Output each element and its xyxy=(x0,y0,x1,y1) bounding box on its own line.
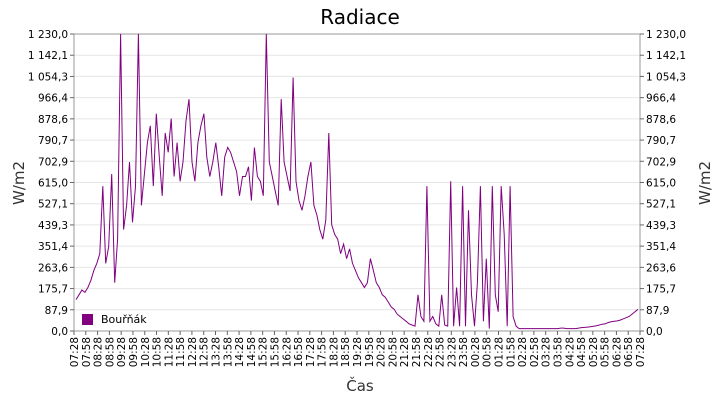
y-tick-label-left: 351,4 xyxy=(38,241,68,253)
y-tick-label-right: 1 230,0 xyxy=(646,29,686,41)
x-tick-label: 02:28 xyxy=(517,337,529,367)
x-tick-label: 14:28 xyxy=(234,337,246,367)
x-tick-label: 22:28 xyxy=(423,337,435,367)
x-tick-label: 15:28 xyxy=(258,337,270,367)
x-tick-label: 17:58 xyxy=(317,337,329,367)
y-tick-label-right: 615,0 xyxy=(646,178,676,190)
y-tick-label-left: 1 230,0 xyxy=(28,29,68,41)
x-tick-label: 01:58 xyxy=(505,337,517,367)
x-tick-label: 16:28 xyxy=(281,337,293,367)
x-tick-label: 20:28 xyxy=(376,337,388,367)
x-tick-label: 01:28 xyxy=(494,337,506,367)
x-tick-label: 09:28 xyxy=(116,337,128,367)
x-tick-label: 08:58 xyxy=(104,337,116,367)
legend-label: Bouřňák xyxy=(101,313,147,326)
x-tick-label: 15:58 xyxy=(269,337,281,367)
y-axis-right: 0,0 87,9 175,7 263,6 351,4 439,3 527,1 615,0 702… xyxy=(640,29,686,338)
y-tick-label-right: 351,4 xyxy=(646,241,676,253)
y-tick-label-right: 87,9 xyxy=(646,305,669,317)
legend: Bouřňák xyxy=(82,313,147,326)
x-tick-label: 12:58 xyxy=(199,337,211,367)
y-axis-title-left: W/m2 xyxy=(10,161,28,205)
y-tick-label-left: 1 142,1 xyxy=(28,50,68,62)
x-tick-label: 23:28 xyxy=(446,337,458,367)
x-tick-label: 13:28 xyxy=(211,337,223,367)
x-tick-label: 02:58 xyxy=(529,337,541,367)
legend-swatch xyxy=(82,314,93,325)
y-tick-label-right: 527,1 xyxy=(646,199,676,211)
x-tick-label: 18:28 xyxy=(328,337,340,367)
y-tick-label-right: 702,9 xyxy=(646,156,676,168)
y-tick-label-right: 439,3 xyxy=(646,220,676,232)
x-tick-label: 03:58 xyxy=(552,337,564,367)
x-tick-label: 22:58 xyxy=(435,337,447,367)
x-tick-label: 05:28 xyxy=(588,337,600,367)
series-line-bournak xyxy=(75,33,639,330)
y-tick-label-left: 87,9 xyxy=(45,305,68,317)
y-tick-label-left: 527,1 xyxy=(38,199,68,211)
y-axis-title-right: W/m2 xyxy=(696,161,714,205)
x-tick-label: 14:58 xyxy=(246,337,258,367)
x-tick-label: 04:58 xyxy=(576,337,588,367)
x-tick-label: 21:28 xyxy=(399,337,411,367)
y-tick-label-right: 878,6 xyxy=(646,114,676,126)
x-tick-label: 00:28 xyxy=(470,337,482,367)
x-tick-label: 00:58 xyxy=(482,337,494,367)
y-tick-label-left: 878,6 xyxy=(38,114,68,126)
x-tick-label: 16:58 xyxy=(293,337,305,367)
y-tick-label-left: 966,4 xyxy=(38,93,68,105)
y-tick-label-left: 175,7 xyxy=(38,284,68,296)
x-tick-label: 10:58 xyxy=(152,337,164,367)
x-tick-label: 11:28 xyxy=(163,337,175,367)
x-tick-label: 17:28 xyxy=(305,337,317,367)
y-tick-label-left: 1 054,3 xyxy=(28,71,68,83)
y-tick-label-right: 263,6 xyxy=(646,262,676,274)
x-tick-label: 07:28 xyxy=(69,337,81,367)
x-tick-label: 07:58 xyxy=(81,337,93,367)
y-tick-label-right: 790,7 xyxy=(646,135,676,147)
x-tick-label: 08:28 xyxy=(93,337,105,367)
x-tick-label: 11:58 xyxy=(175,337,187,367)
x-tick-label: 10:28 xyxy=(140,337,152,367)
grid-lines xyxy=(74,54,640,311)
x-tick-label: 03:28 xyxy=(541,337,553,367)
x-axis: 07:28 07:58 08:28 08:58 09:28 09:58 10:28 10:58… xyxy=(69,331,647,367)
y-tick-label-right: 966,4 xyxy=(646,93,676,105)
x-tick-label: 06:58 xyxy=(623,337,635,367)
chart-title: Radiace xyxy=(320,5,400,29)
x-axis-title: Čas xyxy=(346,376,374,395)
y-tick-label-left: 615,0 xyxy=(38,178,68,190)
y-tick-label-right: 175,7 xyxy=(646,284,676,296)
y-axis-left: 0,0 87,9 175,7 263,6 351,4 439,3 527,1 615,0 702… xyxy=(28,29,74,338)
x-tick-label: 06:28 xyxy=(611,337,623,367)
x-tick-label: 07:28 xyxy=(635,337,647,367)
x-tick-label: 21:58 xyxy=(411,337,423,367)
y-tick-label-left: 263,6 xyxy=(38,262,68,274)
x-tick-label: 13:58 xyxy=(222,337,234,367)
y-tick-label-left: 439,3 xyxy=(38,220,68,232)
y-tick-label-left: 790,7 xyxy=(38,135,68,147)
y-tick-label-right: 1 142,1 xyxy=(646,50,686,62)
x-tick-label: 19:58 xyxy=(364,337,376,367)
x-tick-label: 12:28 xyxy=(187,337,199,367)
x-tick-label: 23:58 xyxy=(458,337,470,367)
x-tick-label: 19:28 xyxy=(352,337,364,367)
y-tick-label-left: 0,0 xyxy=(51,326,68,338)
x-tick-label: 20:58 xyxy=(387,337,399,367)
x-tick-label: 09:58 xyxy=(128,337,140,367)
y-tick-label-right: 0,0 xyxy=(646,326,663,338)
y-tick-label-right: 1 054,3 xyxy=(646,71,686,83)
x-tick-label: 18:58 xyxy=(340,337,352,367)
x-tick-label: 05:58 xyxy=(600,337,612,367)
x-tick-label: 04:28 xyxy=(564,337,576,367)
y-tick-label-left: 702,9 xyxy=(38,156,68,168)
